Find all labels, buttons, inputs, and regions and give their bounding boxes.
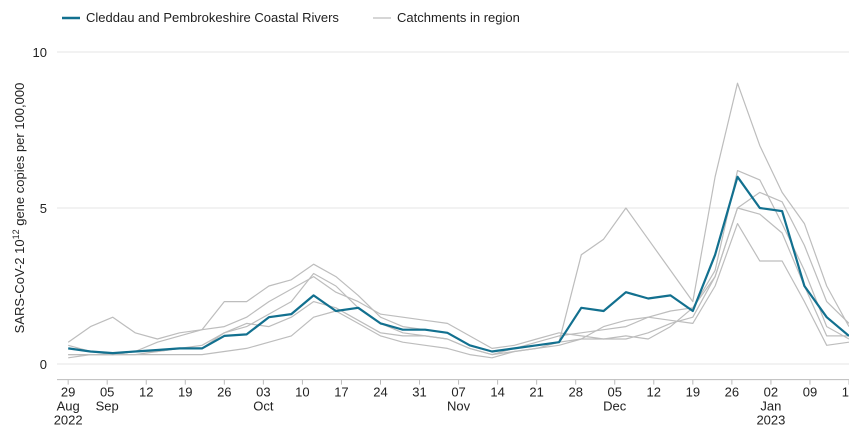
x-tick-label: 14 <box>490 385 504 400</box>
x-tick-label: 02 Jan 2023 <box>756 385 785 425</box>
x-tick-label: 29 Aug 2022 <box>54 385 83 425</box>
y-axis-label: SARS-CoV-2 1012 gene copies per 100,000 <box>11 83 27 334</box>
reference-line <box>68 82 849 356</box>
x-tick-label: 24 <box>373 385 387 400</box>
x-tick-label: 19 <box>686 385 700 400</box>
y-tick-label: 0 <box>40 357 47 372</box>
x-tick-label: 05 Dec <box>603 385 627 414</box>
legend-label: Cleddau and Pembrokeshire Coastal Rivers <box>86 10 339 25</box>
legend-label: Catchments in region <box>397 10 520 25</box>
x-tick-label: 07 Nov <box>447 385 471 414</box>
x-tick-label: 19 <box>178 385 192 400</box>
x-tick-label: 28 <box>568 385 582 400</box>
x-tick-label: 26 <box>725 385 739 400</box>
x-tick-label: 09 <box>803 385 817 400</box>
x-tick-label: 17 <box>334 385 348 400</box>
x-tick-label: 16 <box>842 385 849 400</box>
x-tick-label: 21 <box>529 385 543 400</box>
reference-line <box>68 223 849 359</box>
y-label-part: SARS-CoV-2 10 <box>12 239 27 333</box>
x-tick-label: 12 <box>647 385 661 400</box>
x-tick-label: 26 <box>217 385 231 400</box>
reference-line <box>68 191 849 359</box>
x-tick-label: 12 <box>139 385 153 400</box>
x-tick-label: 05 Sep <box>96 385 119 414</box>
series-line <box>68 175 849 355</box>
y-tick-label: 5 <box>40 201 47 216</box>
y-tick-label: 10 <box>33 45 47 60</box>
y-label-superscript: 12 <box>11 229 21 239</box>
x-tick-label: 03 Oct <box>253 385 274 414</box>
x-tick-label: 10 <box>295 385 309 400</box>
x-tick-label: 31 <box>412 385 426 400</box>
y-label-part: gene copies per 100,000 <box>12 83 27 230</box>
legend: Cleddau and Pembrokeshire Coastal Rivers… <box>62 10 520 25</box>
